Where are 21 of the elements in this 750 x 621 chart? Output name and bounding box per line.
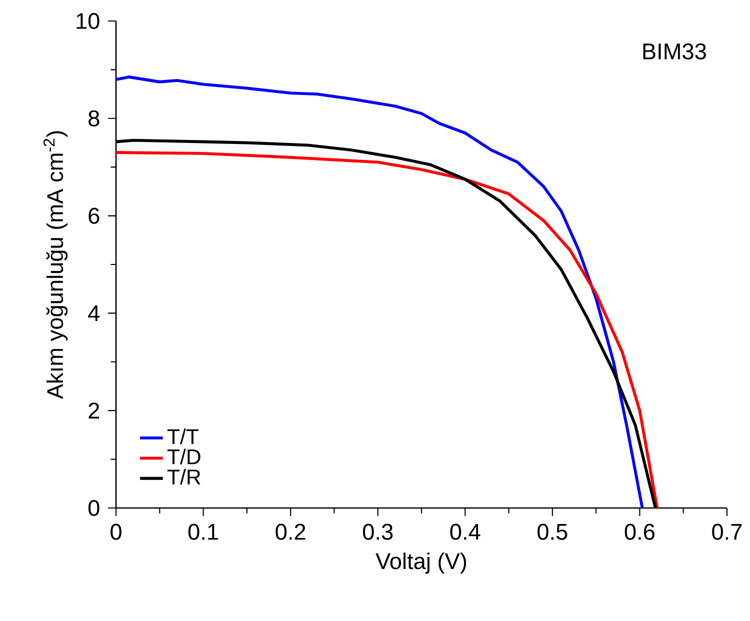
x-axis-title: Voltaj (V) [376, 552, 466, 574]
x-tick-label: 0.6 [624, 524, 654, 540]
legend-label: T/R [167, 468, 200, 485]
x-tick-label: 0.3 [362, 524, 393, 540]
legend-label: T/D [167, 448, 200, 464]
line-series [116, 76, 644, 508]
x-tick-label: 0.7 [712, 524, 742, 540]
y-tick-label: 8 [88, 110, 100, 126]
x-tick-label: 0.1 [188, 524, 218, 540]
y-tick-label: 0 [88, 500, 100, 516]
y-tick-label: 2 [88, 402, 100, 418]
y-axis-title: Akım yoğunluğu (mA cm$^{-2}$) [43, 131, 68, 400]
y-tick-label: 6 [88, 208, 100, 224]
legend-label: T/T [167, 428, 198, 444]
x-tick-label: 0.4 [450, 524, 480, 540]
y-tick-label: 10 [76, 12, 100, 30]
x-tick-label: 0.5 [538, 524, 568, 540]
x-tick-label: 0 [110, 524, 122, 540]
y-tick-label: 4 [88, 305, 100, 321]
annotation: BIM33 [643, 43, 706, 60]
x-tick-label: 0.2 [276, 524, 306, 540]
